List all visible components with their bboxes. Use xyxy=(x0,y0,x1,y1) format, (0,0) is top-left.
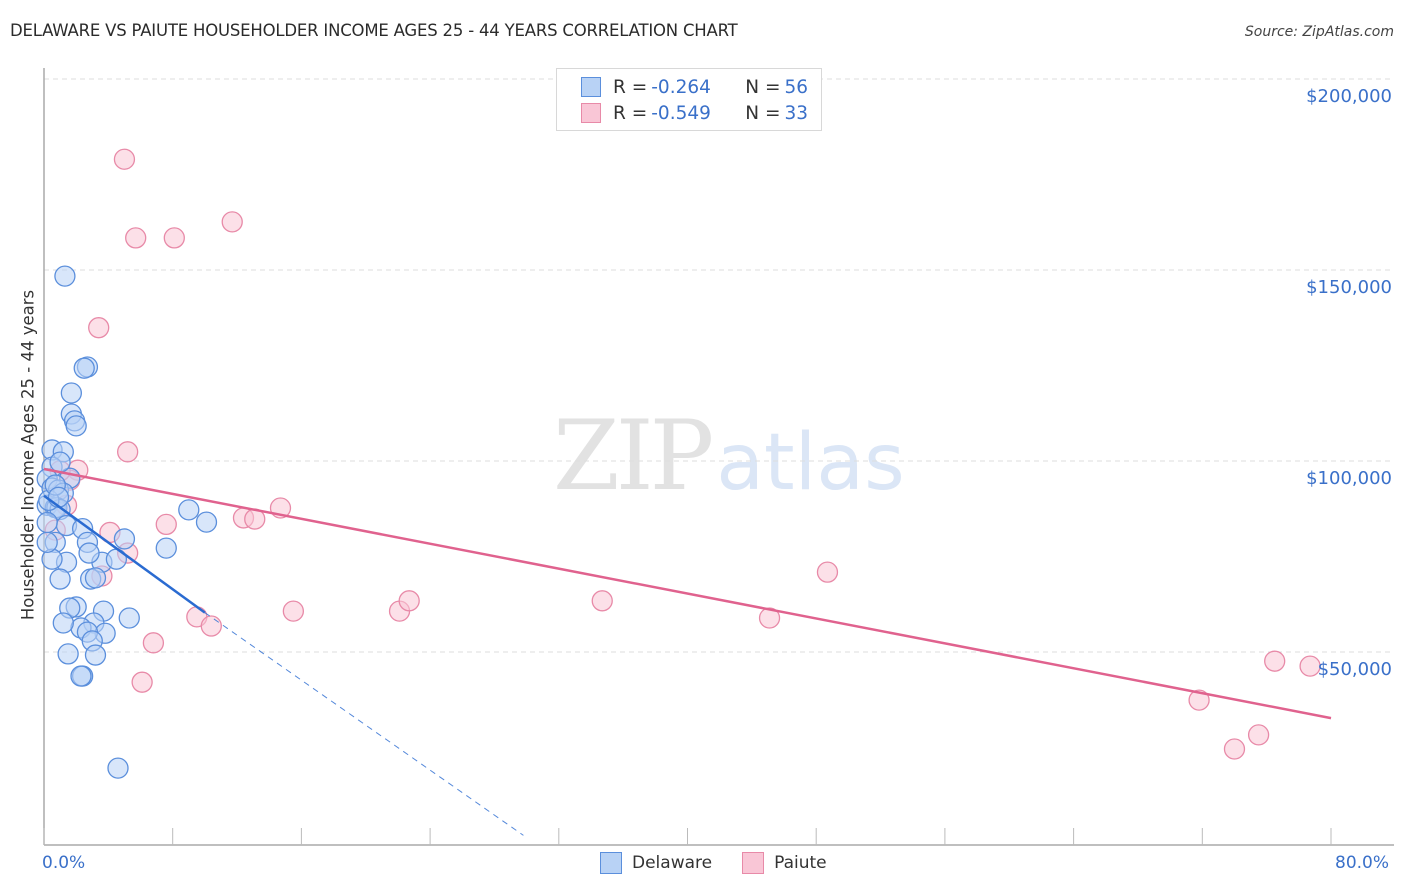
data-point xyxy=(221,211,243,233)
n-value: 33 xyxy=(784,102,809,124)
data-point xyxy=(155,513,177,536)
data-point xyxy=(591,590,613,612)
data-point xyxy=(88,317,110,339)
r-value: -0.549 xyxy=(651,102,711,124)
paiute-swatch xyxy=(742,852,765,874)
data-point xyxy=(200,615,222,637)
n-value: 56 xyxy=(784,76,809,98)
x-min-label: 0.0% xyxy=(42,853,86,873)
data-point xyxy=(131,671,153,693)
data-point xyxy=(125,227,147,249)
legend-item-delaware[interactable]: Delaware xyxy=(600,852,712,874)
data-point xyxy=(178,499,200,521)
data-point xyxy=(142,632,165,654)
y-tick-100000: $100,000 xyxy=(1306,468,1392,489)
delaware-points xyxy=(36,265,218,779)
data-point xyxy=(57,643,79,665)
n-label: N = xyxy=(745,76,781,98)
data-point xyxy=(398,590,420,612)
data-point xyxy=(1264,650,1286,672)
n-label: N = xyxy=(745,102,781,124)
trend-lines xyxy=(43,467,1332,836)
gridlines xyxy=(44,78,1394,653)
legend-label-delaware: Delaware xyxy=(632,853,713,873)
chart-title: DELAWARE VS PAIUTE HOUSEHOLDER INCOME AG… xyxy=(10,21,738,40)
data-point xyxy=(1188,689,1210,711)
legend-item-paiute[interactable]: Paiute xyxy=(742,852,827,874)
data-point xyxy=(117,441,139,463)
data-point xyxy=(73,357,95,379)
watermark: ZIPatlas xyxy=(553,400,905,512)
r-label: R = xyxy=(613,76,648,98)
data-point xyxy=(155,537,177,559)
axes xyxy=(43,68,1394,846)
legend-label-paiute: Paiute xyxy=(774,853,827,873)
data-point xyxy=(195,511,218,533)
data-point xyxy=(816,561,839,583)
data-point xyxy=(1247,724,1270,746)
data-point xyxy=(70,665,92,687)
y-tick-50000: $50,000 xyxy=(1317,659,1392,680)
x-max-label: 80.0% xyxy=(1335,853,1390,873)
data-point xyxy=(163,227,185,249)
data-point xyxy=(60,382,82,404)
data-point xyxy=(1299,655,1321,677)
delaware-trend-line xyxy=(43,494,206,614)
data-point xyxy=(758,607,781,629)
data-point xyxy=(78,542,100,564)
data-point xyxy=(1223,738,1246,760)
delaware-trend-extension xyxy=(204,612,524,836)
data-point xyxy=(49,451,71,473)
data-point xyxy=(65,415,87,437)
delaware-swatch xyxy=(581,77,601,97)
paiute-points xyxy=(44,148,1321,760)
data-point xyxy=(36,511,58,534)
paiute-trend-line xyxy=(43,467,1332,720)
y-tick-150000: $150,000 xyxy=(1306,277,1392,298)
y-tick-200000: $200,000 xyxy=(1306,86,1392,107)
legend-row-paiute: R = -0.549 N = 33 xyxy=(581,101,808,125)
data-point xyxy=(84,644,107,666)
series-legend: Delaware Paiute xyxy=(600,852,857,874)
paiute-swatch xyxy=(581,103,601,123)
correlation-legend: R = -0.264 N = 56 R = -0.549 N = 33 xyxy=(556,68,822,131)
y-axis-title: Householder Income Ages 25 - 44 years xyxy=(18,289,38,621)
data-point xyxy=(49,568,71,590)
data-point xyxy=(113,148,136,170)
data-point xyxy=(54,265,76,287)
watermark-atlas: atlas xyxy=(716,418,905,508)
data-point xyxy=(84,567,107,589)
legend-row-delaware: R = -0.264 N = 56 xyxy=(581,75,808,99)
data-point xyxy=(107,757,129,779)
source-label: Source: ZipAtlas.com xyxy=(1244,24,1394,40)
data-point xyxy=(118,607,140,629)
r-label: R = xyxy=(613,102,648,124)
data-point xyxy=(47,486,70,508)
data-point xyxy=(113,528,136,550)
watermark-zip: ZIP xyxy=(553,400,714,512)
r-value: -0.264 xyxy=(651,76,711,98)
delaware-swatch xyxy=(600,852,622,874)
data-point xyxy=(282,600,305,622)
data-point xyxy=(52,612,74,634)
data-point xyxy=(36,531,58,554)
